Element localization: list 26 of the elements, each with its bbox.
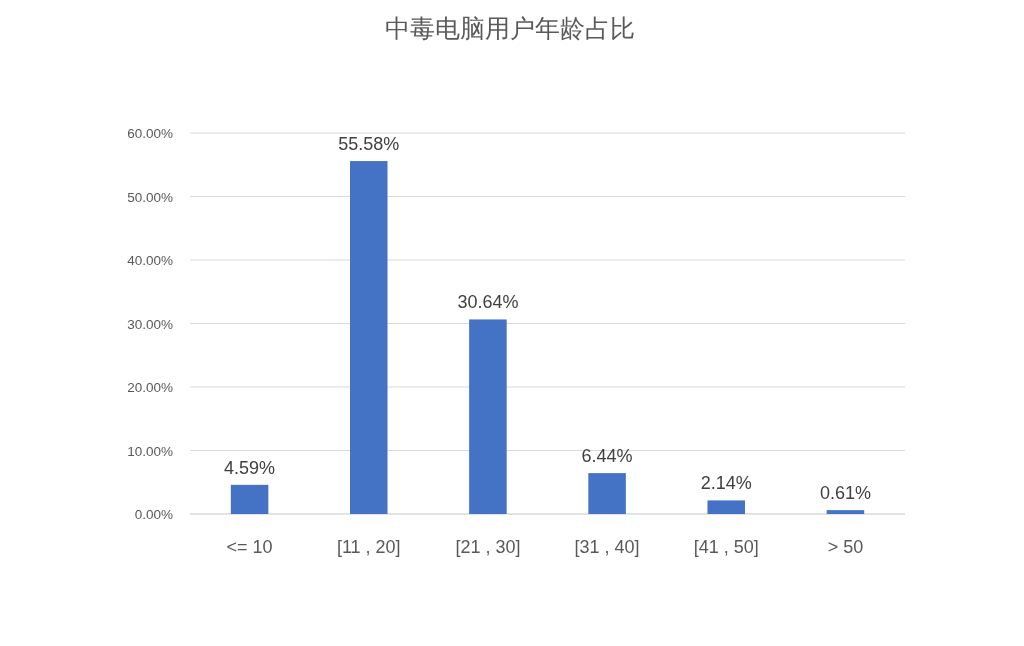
y-tick-label: 20.00% — [127, 380, 173, 395]
data-label: 4.59% — [224, 457, 276, 478]
x-tick-label: <= 10 — [226, 537, 273, 557]
x-tick-label: [31 , 40] — [574, 537, 640, 557]
bar — [230, 484, 269, 514]
bar — [469, 319, 507, 514]
chart-title: 中毒电脑用户年龄占比 — [385, 14, 635, 42]
data-label: 55.58% — [338, 134, 400, 155]
y-tick-label: 10.00% — [127, 443, 173, 459]
data-label: 6.44% — [581, 446, 633, 467]
bar — [588, 473, 626, 514]
y-tick-label: 0.00% — [134, 507, 173, 522]
bar — [826, 510, 865, 514]
x-tick-label: [11 , 20] — [336, 537, 401, 557]
data-label: 0.61% — [819, 483, 871, 504]
data-label: 30.64% — [457, 292, 519, 313]
x-tick-label: [21 , 30] — [455, 537, 521, 557]
bar — [707, 500, 746, 514]
y-tick-label: 30.00% — [127, 316, 173, 332]
bar — [349, 161, 388, 514]
x-tick-label: [41 , 50] — [693, 537, 759, 557]
x-tick-label: > 50 — [827, 537, 864, 557]
y-tick-label: 40.00% — [127, 253, 173, 268]
data-label: 2.14% — [700, 473, 752, 494]
y-tick-label: 50.00% — [127, 189, 173, 205]
y-tick-label: 60.00% — [127, 126, 173, 141]
